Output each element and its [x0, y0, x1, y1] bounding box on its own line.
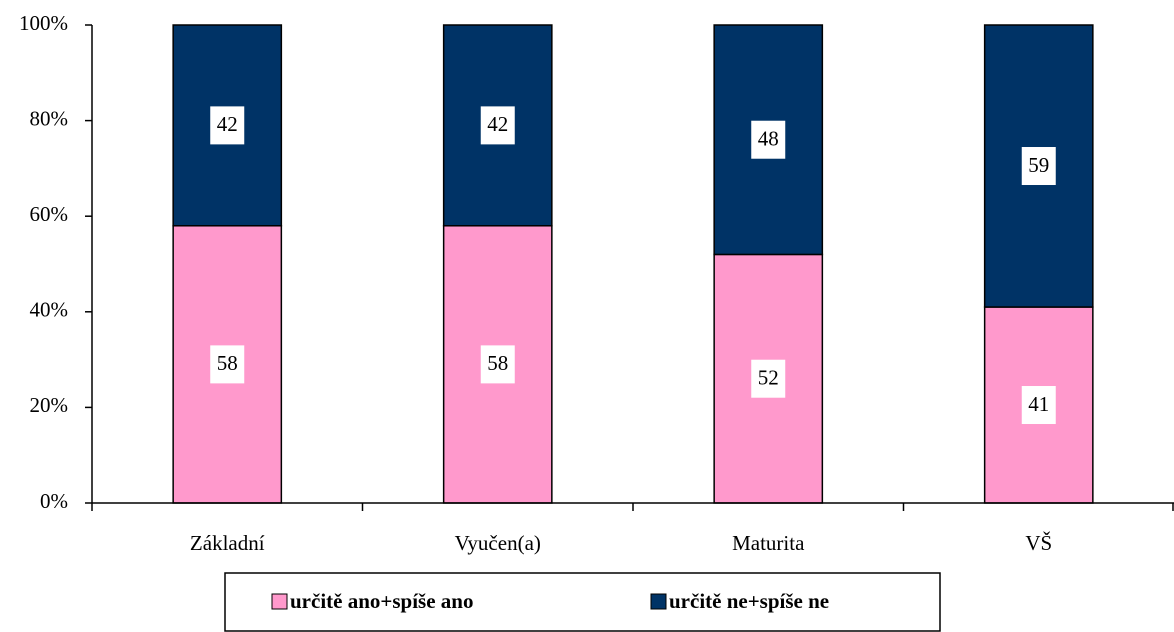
y-tick-label: 20% — [30, 393, 69, 417]
y-tick-label: 40% — [30, 298, 69, 322]
data-label-box — [751, 120, 786, 159]
data-label: 42 — [487, 112, 508, 136]
y-tick-label: 100% — [19, 11, 68, 35]
data-label-box — [1021, 147, 1056, 186]
legend-swatch — [271, 593, 288, 610]
x-tick-label: Základní — [190, 531, 265, 555]
data-label-box — [210, 345, 245, 384]
x-tick-label: Maturita — [732, 531, 805, 555]
y-tick-label: 80% — [30, 106, 69, 130]
bar-segment — [172, 225, 283, 504]
data-label-box — [210, 106, 245, 145]
data-label-box — [480, 106, 515, 145]
data-label: 59 — [1028, 153, 1049, 177]
data-label: 42 — [217, 112, 238, 136]
legend-box — [224, 572, 941, 632]
data-label: 52 — [758, 366, 779, 390]
data-label-box — [480, 345, 515, 384]
legend-swatch — [650, 593, 667, 610]
data-label: 58 — [487, 351, 508, 375]
data-label-box — [1021, 386, 1056, 425]
data-label: 58 — [217, 351, 238, 375]
x-tick-label: Vyučen(a) — [455, 531, 541, 555]
y-tick-label: 0% — [40, 489, 68, 513]
legend-label: určitě ne+spíše ne — [669, 589, 829, 613]
x-tick-label: VŠ — [1025, 531, 1052, 555]
data-label: 41 — [1028, 392, 1049, 416]
legend-label: určitě ano+spíše ano — [290, 589, 473, 613]
data-label: 48 — [758, 127, 779, 151]
data-label-box — [751, 359, 786, 398]
y-tick-label: 60% — [30, 202, 69, 226]
